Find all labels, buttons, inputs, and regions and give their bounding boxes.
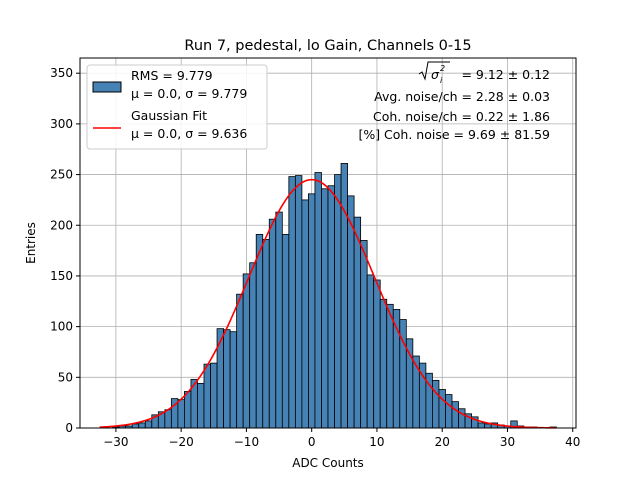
- x-tick-label: −30: [103, 435, 128, 449]
- sigma-glyph: σ: [431, 67, 440, 82]
- histogram-bar: [432, 379, 440, 429]
- histogram-bar: [438, 389, 446, 429]
- histogram-bar: [177, 399, 185, 429]
- y-tick-label: 200: [50, 218, 73, 232]
- histogram-bar: [405, 338, 414, 429]
- histogram-bar: [249, 262, 257, 429]
- histogram-bar: [347, 195, 355, 429]
- histogram-bar: [281, 233, 290, 429]
- histogram-bar: [340, 163, 348, 429]
- histogram-bar: [262, 239, 270, 429]
- legend: RMS = 9.779 μ = 0.0, σ = 9.779 Gaussian …: [86, 64, 268, 150]
- histogram-bar: [334, 174, 342, 429]
- histogram-bar: [236, 293, 244, 429]
- histogram-bar: [445, 394, 453, 429]
- y-tick-label: 250: [50, 168, 73, 182]
- histogram-bar: [314, 172, 322, 429]
- fit-curve: [99, 178, 557, 429]
- legend-histogram-label: RMS = 9.779: [131, 68, 213, 83]
- histogram-bar: [308, 193, 316, 429]
- histogram-bar: [301, 199, 309, 429]
- histogram-bar: [288, 176, 296, 429]
- histogram-bar: [255, 233, 264, 429]
- histogram-bar: [321, 188, 329, 429]
- histogram-bar: [203, 363, 211, 429]
- histogram-bars: [112, 163, 557, 429]
- sigma-sub: i: [440, 76, 443, 85]
- histogram-bar: [379, 298, 388, 429]
- histogram-bar: [268, 218, 277, 429]
- stats-annotations: σ 2 i = 9.12 ± 0.12 Avg. noise/ch = 2.28…: [358, 61, 550, 142]
- sqrt-sign: [418, 61, 450, 81]
- histogram-bar: [373, 279, 381, 429]
- histogram-bar: [366, 274, 375, 429]
- histogram-bar: [210, 362, 218, 429]
- histogram-bar: [451, 401, 459, 429]
- gaussian-fit: [99, 178, 557, 429]
- legend-fit-label: Gaussian Fit: [131, 108, 207, 123]
- histogram-bar: [229, 331, 238, 429]
- x-tick-label: 10: [369, 435, 384, 449]
- histogram-bar: [294, 175, 303, 429]
- legend-histogram-stats: μ = 0.0, σ = 9.779: [131, 86, 247, 101]
- coh-noise-text: Coh. noise/ch = 0.22 ± 1.86: [373, 109, 550, 124]
- chart-title: Run 7, pedestal, lo Gain, Channels 0-15: [184, 38, 471, 54]
- histogram-bar: [477, 422, 486, 429]
- x-tick-label: 0: [308, 435, 316, 449]
- histogram-bar: [138, 422, 146, 429]
- sigma-sup: 2: [440, 64, 445, 73]
- y-tick-label: 0: [65, 421, 73, 435]
- legend-fit-stats: μ = 0.0, σ = 9.636: [131, 126, 247, 141]
- x-tick-label: 20: [435, 435, 450, 449]
- legend-box: [86, 64, 268, 150]
- plot-frame: [79, 57, 577, 429]
- y-axis-label: Entries: [24, 222, 38, 264]
- sigma-value: = 9.12 ± 0.12: [461, 67, 550, 82]
- y-tick-label: 50: [58, 370, 73, 384]
- histogram-bar: [327, 185, 335, 429]
- histogram-bar: [275, 211, 283, 429]
- avg-noise-text: Avg. noise/ch = 2.28 ± 0.03: [374, 89, 550, 104]
- histogram-bar: [223, 329, 231, 429]
- x-tick-label: 40: [565, 435, 580, 449]
- x-tick-label: −20: [168, 435, 193, 449]
- histogram-bar: [484, 423, 492, 429]
- coh-pct-text: [%] Coh. noise = 9.69 ± 81.59: [358, 127, 550, 142]
- histogram-bar: [197, 382, 205, 429]
- y-tick-label: 300: [50, 117, 73, 131]
- y-tick-label: 350: [50, 66, 73, 80]
- histogram-bar: [242, 273, 251, 429]
- y-tick-label: 150: [50, 269, 73, 283]
- histogram-bar: [360, 240, 368, 429]
- histogram-bar: [353, 216, 362, 429]
- x-tick-label: 30: [500, 435, 515, 449]
- x-tick-label: −10: [234, 435, 259, 449]
- histogram-bar: [184, 391, 192, 429]
- sigma-symbol: σ 2 i: [418, 61, 450, 85]
- axis-ticks: −30 −20 −10 0 10 20 30 40 0 50 100 150 200 250 300 350: [50, 66, 580, 449]
- histogram-bar: [144, 420, 153, 429]
- x-axis-label: ADC Counts: [292, 456, 364, 470]
- histogram-bar: [131, 423, 140, 429]
- histogram-bar: [164, 409, 172, 429]
- histogram-bar: [386, 303, 394, 429]
- legend-histogram-swatch: [92, 81, 122, 93]
- histogram-bar: [216, 328, 224, 429]
- y-tick-label: 100: [50, 320, 73, 334]
